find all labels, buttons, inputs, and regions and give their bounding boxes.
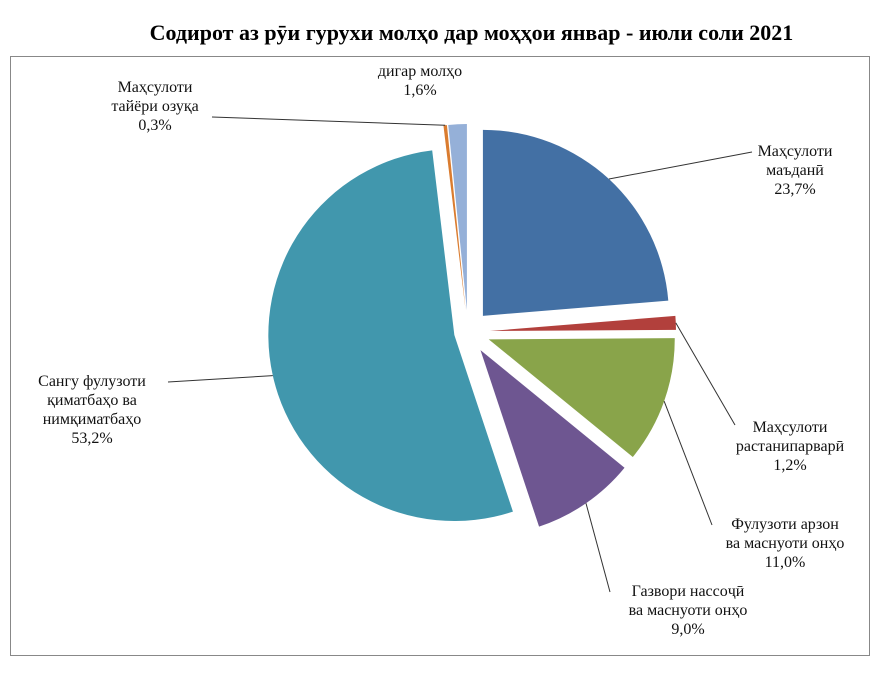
slice-label-name: тайёри озуқа xyxy=(111,98,199,115)
slice-label: Маҳсулоти растанипарварӣ 1,2% xyxy=(700,418,880,475)
slice-label-value: 9,0% xyxy=(671,621,705,638)
pie-slice xyxy=(480,350,625,527)
leader-line xyxy=(675,322,736,426)
slice-label-name: қиматбаҳо ва xyxy=(47,392,137,409)
slice-label: Сангу фулузоти қиматбаҳо ва нимқиматбаҳо 53… xyxy=(2,372,182,448)
slice-label-name: Маҳсулоти xyxy=(117,79,193,96)
slice-label-name: Маҳсулоти xyxy=(757,143,833,160)
slice-label-name: Фулузоти арзон xyxy=(731,516,839,533)
slice-label-name: растанипарварӣ xyxy=(735,438,845,455)
slice-label-value: 53,2% xyxy=(71,430,113,447)
leader-line xyxy=(608,151,753,180)
slice-label: Маҳсулоти маъданӣ 23,7% xyxy=(705,142,883,199)
pie-slice xyxy=(268,150,513,522)
leader-line xyxy=(167,375,273,383)
slice-label-name: нимқиматбаҳо xyxy=(42,411,142,428)
slice-label: Маҳсулоти тайёри озуқа 0,3% xyxy=(65,78,245,135)
slice-label-name: Маҳсулоти xyxy=(752,419,828,436)
slice-label: Фулузоти арзон ва маснуоти онҳо 11,0% xyxy=(695,515,875,572)
leader-line xyxy=(585,503,611,593)
chart-frame xyxy=(10,56,870,656)
pie-slice xyxy=(488,338,675,457)
slice-label: дигар молҳо 1,6% xyxy=(330,62,510,100)
slice-label-value: 23,7% xyxy=(774,181,816,198)
slice-label-name: Сангу фулузоти xyxy=(38,373,146,390)
slice-label-name: дигар молҳо xyxy=(377,63,463,80)
slice-label-name: ва маснуоти онҳо xyxy=(725,535,845,552)
slice-label-value: 1,6% xyxy=(403,82,437,99)
slice-label: Газвори нассоҷӣ ва маснуоти онҳо 9,0% xyxy=(598,582,778,639)
pie-slice xyxy=(482,129,669,316)
slice-label-value: 11,0% xyxy=(764,554,806,571)
chart-title: Содирот аз рӯи гурухи молҳо дар моҳҳои я… xyxy=(149,20,794,45)
slice-label-value: 0,3% xyxy=(138,117,172,134)
slice-label-name: ва маснуоти онҳо xyxy=(628,602,748,619)
slice-label-name: Газвори нассоҷӣ xyxy=(631,583,745,600)
leader-line xyxy=(211,116,446,126)
slice-label-value: 1,2% xyxy=(773,457,807,474)
slice-label-name: маъданӣ xyxy=(766,162,824,179)
pie-slice xyxy=(489,315,676,332)
pie-slice xyxy=(448,124,467,311)
leader-line xyxy=(663,401,713,526)
pie-slice xyxy=(443,125,466,311)
